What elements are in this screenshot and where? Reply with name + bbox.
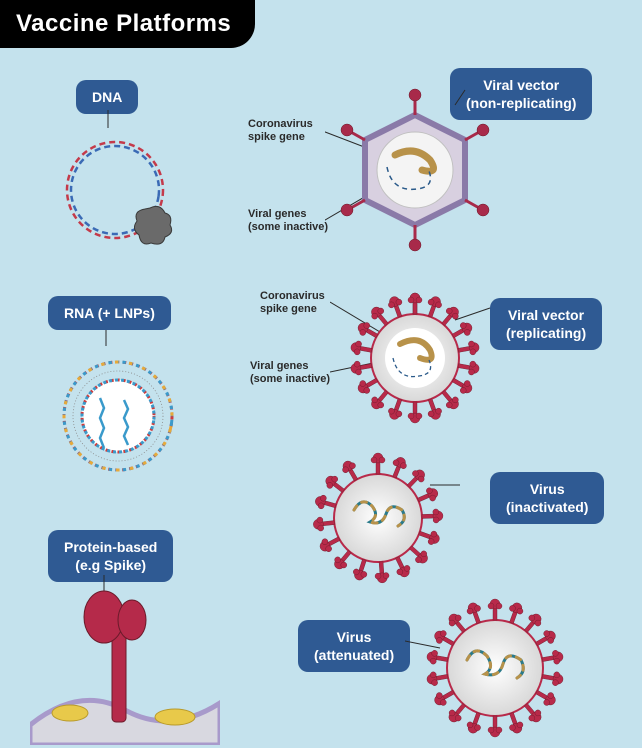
replicating-virus-diagram <box>330 280 500 440</box>
label-viral-rep: Viral vector (replicating) <box>490 298 602 350</box>
lnp-diagram <box>38 330 198 490</box>
annotation-spike-gene-2: Coronavirus spike gene <box>260 290 325 316</box>
label-virus-atten: Virus (attenuated) <box>298 620 410 672</box>
annotation-viral-genes-1: Viral genes (some inactive) <box>248 208 328 234</box>
label-rna: RNA (+ LNPs) <box>48 296 171 330</box>
annotation-viral-genes-2: Viral genes (some inactive) <box>250 360 330 386</box>
annotation-spike-gene-1: Coronavirus spike gene <box>248 118 313 144</box>
inactivated-virus-diagram <box>300 440 460 600</box>
page-title: Vaccine Platforms <box>0 0 255 48</box>
label-virus-inact: Virus (inactivated) <box>490 472 604 524</box>
attenuated-virus-diagram <box>405 588 575 748</box>
dna-diagram <box>40 110 190 260</box>
adenovirus-diagram <box>325 85 505 265</box>
protein-diagram <box>30 575 220 745</box>
